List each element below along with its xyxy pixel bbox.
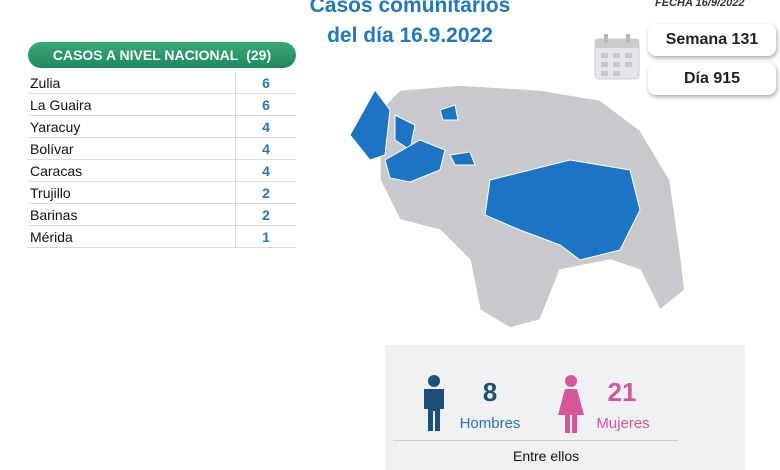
week: Semana 131 — [648, 24, 776, 56]
note: Entre ellos — [513, 448, 580, 464]
state-name: Trujillo — [30, 184, 71, 201]
man-icon — [424, 375, 444, 431]
state-cases: 2 — [235, 182, 296, 203]
map — [349, 84, 686, 329]
date: FECHA 16/9/2022 — [655, 0, 745, 9]
table-row: Yaracuy 4 — [28, 116, 296, 138]
divider — [393, 440, 678, 441]
men-label: Hombres — [459, 415, 521, 432]
state-cases: 6 — [235, 72, 296, 93]
title: Casos comunitarios — [309, 0, 511, 17]
table-row: Bolívar 4 — [28, 138, 296, 160]
table-header: CASOS A NIVEL NACIONAL (29) — [28, 42, 296, 68]
women-count: 21 — [607, 377, 637, 407]
state-name: Mérida — [30, 228, 73, 245]
day: Día 915 — [648, 63, 776, 95]
woman-icon — [558, 375, 584, 433]
table-title: CASOS A NIVEL NACIONAL — [52, 47, 239, 63]
state-name: Zulia — [30, 74, 61, 91]
table-row: Barinas 2 — [28, 204, 296, 226]
calendar-icon — [594, 34, 640, 80]
state-name: Yaracuy — [30, 118, 81, 135]
table-total: (29) — [246, 47, 272, 63]
state-cases: 6 — [235, 94, 296, 115]
state-cases: 1 — [235, 226, 296, 247]
women-label: Mujeres — [596, 415, 650, 432]
gender-panel: 8 Hombres 21 Mujeres Entre ellos — [385, 345, 745, 470]
state-cases: 4 — [235, 160, 296, 181]
subtitle: del día 16.9.2022 — [327, 24, 493, 47]
state-cases: 2 — [235, 204, 296, 225]
state-cases: 4 — [235, 116, 296, 137]
table-row: Mérida 1 — [28, 226, 296, 248]
state-name: Caracas — [30, 162, 83, 179]
state-name: Barinas — [30, 206, 78, 223]
table-row: Trujillo 2 — [28, 182, 296, 204]
table-row: Zulia 6 — [28, 72, 296, 94]
state-name: La Guaira — [30, 96, 92, 113]
table-row: Caracas 4 — [28, 160, 296, 182]
state-cases: 4 — [235, 138, 296, 159]
men-count: 8 — [482, 377, 498, 407]
state-name: Bolívar — [30, 140, 74, 157]
table-row: La Guaira 6 — [28, 94, 296, 116]
